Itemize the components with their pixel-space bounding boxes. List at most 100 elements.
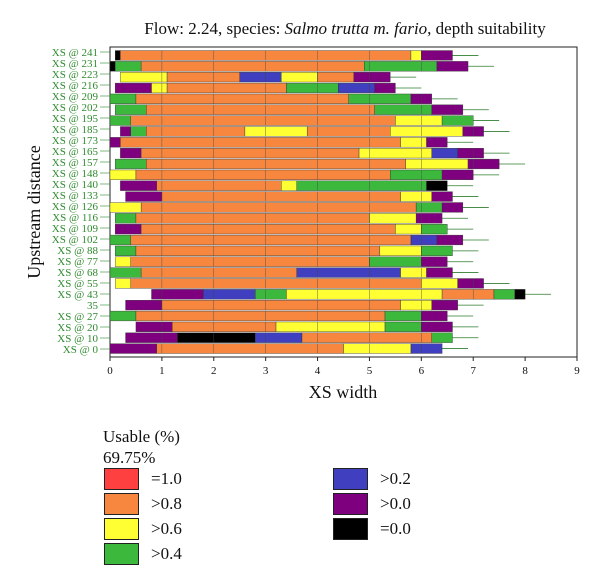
bar-segment-xs-173-3: [426, 137, 448, 148]
bar-segment-xs-241-2: [410, 50, 422, 61]
bar-segment-xs-102-2: [410, 234, 438, 246]
bar-segment-xs-140-1: [156, 180, 282, 191]
bar-segment-xs-209-1: [135, 93, 349, 104]
legend-swatch-gt-0-4: [104, 543, 139, 565]
bar-segment-xs-231-3: [364, 61, 438, 72]
title-suffix: , depth suitability: [427, 19, 546, 38]
legend-swatch-gt-0-6: [104, 518, 139, 540]
bar-segment-xs-20-0: [135, 321, 173, 332]
legend-usable-value: 69.75%: [103, 448, 156, 467]
bar-segment-xs-10-0: [125, 332, 178, 343]
bar-segment-xs-35-2: [400, 300, 432, 311]
bar-segment-xs-133-0: [125, 191, 163, 202]
bar-segment-xs-202-0: [114, 104, 147, 115]
bar-segment-xs-195-0: [109, 115, 131, 126]
bar-segment-xs-202-3: [431, 104, 464, 115]
bar-segment-xs-173-1: [120, 137, 401, 148]
y-tick-label-xs-241: XS @ 241: [52, 47, 98, 59]
bar-segment-xs-68-1: [140, 267, 298, 278]
chart-title: Flow: 2.24, species: Salmo trutta m. far…: [110, 19, 580, 39]
bar-segment-xs-209-0: [109, 93, 137, 104]
x-tick-label-7: 7: [470, 365, 476, 377]
y-tick-label-xs-216: XS @ 216: [52, 80, 99, 92]
bar-segment-xs-133-2: [400, 191, 432, 202]
bar-segment-xs-140-0: [120, 180, 157, 191]
bar-segment-xs-88-1: [135, 245, 381, 256]
bar-segment-xs-148-2: [390, 169, 443, 180]
bar-segment-xs-77-2: [369, 256, 422, 267]
bar-segment-xs-116-1: [135, 213, 370, 224]
bar-segment-xs-20-4: [421, 321, 453, 332]
title-species: Salmo trutta m. fario: [284, 19, 428, 38]
legend-label-gt-0-4: >0.4: [151, 544, 182, 563]
bar-segment-xs-223-2: [239, 72, 282, 83]
bar-segment-xs-165-3: [431, 148, 458, 159]
bar-segment-xs-126-0: [109, 202, 142, 213]
bar-segment-xs-109-2: [395, 224, 422, 235]
bar-segment-xs-231-0: [109, 61, 116, 72]
y-tick-label-xs-133: XS @ 133: [52, 190, 99, 202]
bar-segment-xs-0-1: [156, 343, 344, 354]
y-tick-label-xs-195: XS @ 195: [52, 113, 99, 125]
bar-segment-xs-102-0: [109, 234, 131, 246]
bar-segment-xs-209-2: [348, 93, 412, 104]
bar-segment-xs-185-3: [244, 126, 308, 137]
legend-swatch-gt-0-2: [333, 468, 368, 490]
legend-swatch-eq-0: [333, 518, 368, 540]
bar-segment-xs-27-3: [421, 310, 448, 322]
bar-segment-xs-27-1: [135, 310, 386, 322]
y-tick-label-xs-185: XS @ 185: [52, 124, 99, 136]
y-tick-label-xs-116: XS @ 116: [52, 212, 98, 224]
bar-segment-xs-165-1: [140, 148, 360, 159]
legend-label-gt-0-8: >0.8: [151, 494, 182, 513]
bar-segment-xs-116-2: [369, 213, 417, 224]
bar-segment-xs-109-0: [114, 224, 142, 235]
bar-segment-xs-43-6: [514, 289, 526, 300]
bar-segment-xs-241-0: [114, 50, 121, 61]
legend-swatch-gt-0-0: [333, 493, 368, 515]
bar-segment-xs-173-2: [400, 137, 427, 148]
bar-segment-xs-223-3: [281, 72, 318, 83]
bar-segment-xs-148-1: [135, 169, 391, 180]
bar-segment-xs-35-0: [125, 300, 163, 311]
x-tick-label-1: 1: [159, 365, 165, 377]
bar-segment-xs-10-4: [431, 332, 453, 343]
bar-segment-xs-157-0: [114, 158, 147, 170]
bar-segment-xs-55-3: [457, 278, 484, 289]
title-prefix: Flow: 2.24, species:: [144, 19, 285, 38]
bar-segment-xs-231-2: [140, 61, 365, 72]
bar-segment-xs-35-1: [161, 300, 401, 311]
x-tick-label-3: 3: [263, 365, 269, 377]
bar-segment-xs-43-4: [441, 289, 495, 300]
y-tick-label-xs-209: XS @ 209: [52, 91, 99, 103]
bar-segment-xs-185-2: [146, 126, 246, 137]
bar-segment-xs-10-2: [255, 332, 303, 343]
legend-label-gt-0-6: >0.6: [151, 519, 182, 538]
x-tick-label-9: 9: [574, 365, 580, 377]
legend-label-gt-0-0: >0.0: [380, 494, 411, 513]
bar-segment-xs-195-3: [441, 115, 474, 126]
bar-segment-xs-43-2: [255, 289, 287, 300]
bar-segment-xs-195-1: [130, 115, 396, 126]
bar-segment-xs-102-3: [436, 234, 464, 246]
bar-segment-xs-109-3: [421, 224, 448, 235]
bar-segment-xs-223-4: [317, 72, 355, 83]
bar-segment-xs-102-1: [130, 234, 412, 246]
bar-segment-xs-35-3: [431, 300, 458, 311]
bar-segment-xs-133-1: [161, 191, 401, 202]
bar-segment-xs-68-2: [296, 267, 401, 278]
bar-segment-xs-216-5: [374, 82, 396, 94]
bar-segment-xs-223-1: [166, 72, 240, 83]
y-tick-label-xs-0: XS @ 0: [63, 344, 99, 356]
y-tick-label-xs-55: XS @ 55: [57, 278, 98, 290]
plot-frame: [109, 46, 578, 358]
bar-segment-xs-216-2: [166, 82, 287, 94]
bar-segment-xs-10-1: [177, 332, 256, 343]
y-axis-label: Upstream distance: [24, 145, 44, 278]
x-tick-label-2: 2: [211, 365, 217, 377]
bar-segment-xs-223-0: [120, 72, 168, 83]
bar-segment-xs-231-4: [436, 61, 469, 72]
bars-layer: [109, 50, 552, 354]
x-tick-label-8: 8: [522, 365, 528, 377]
